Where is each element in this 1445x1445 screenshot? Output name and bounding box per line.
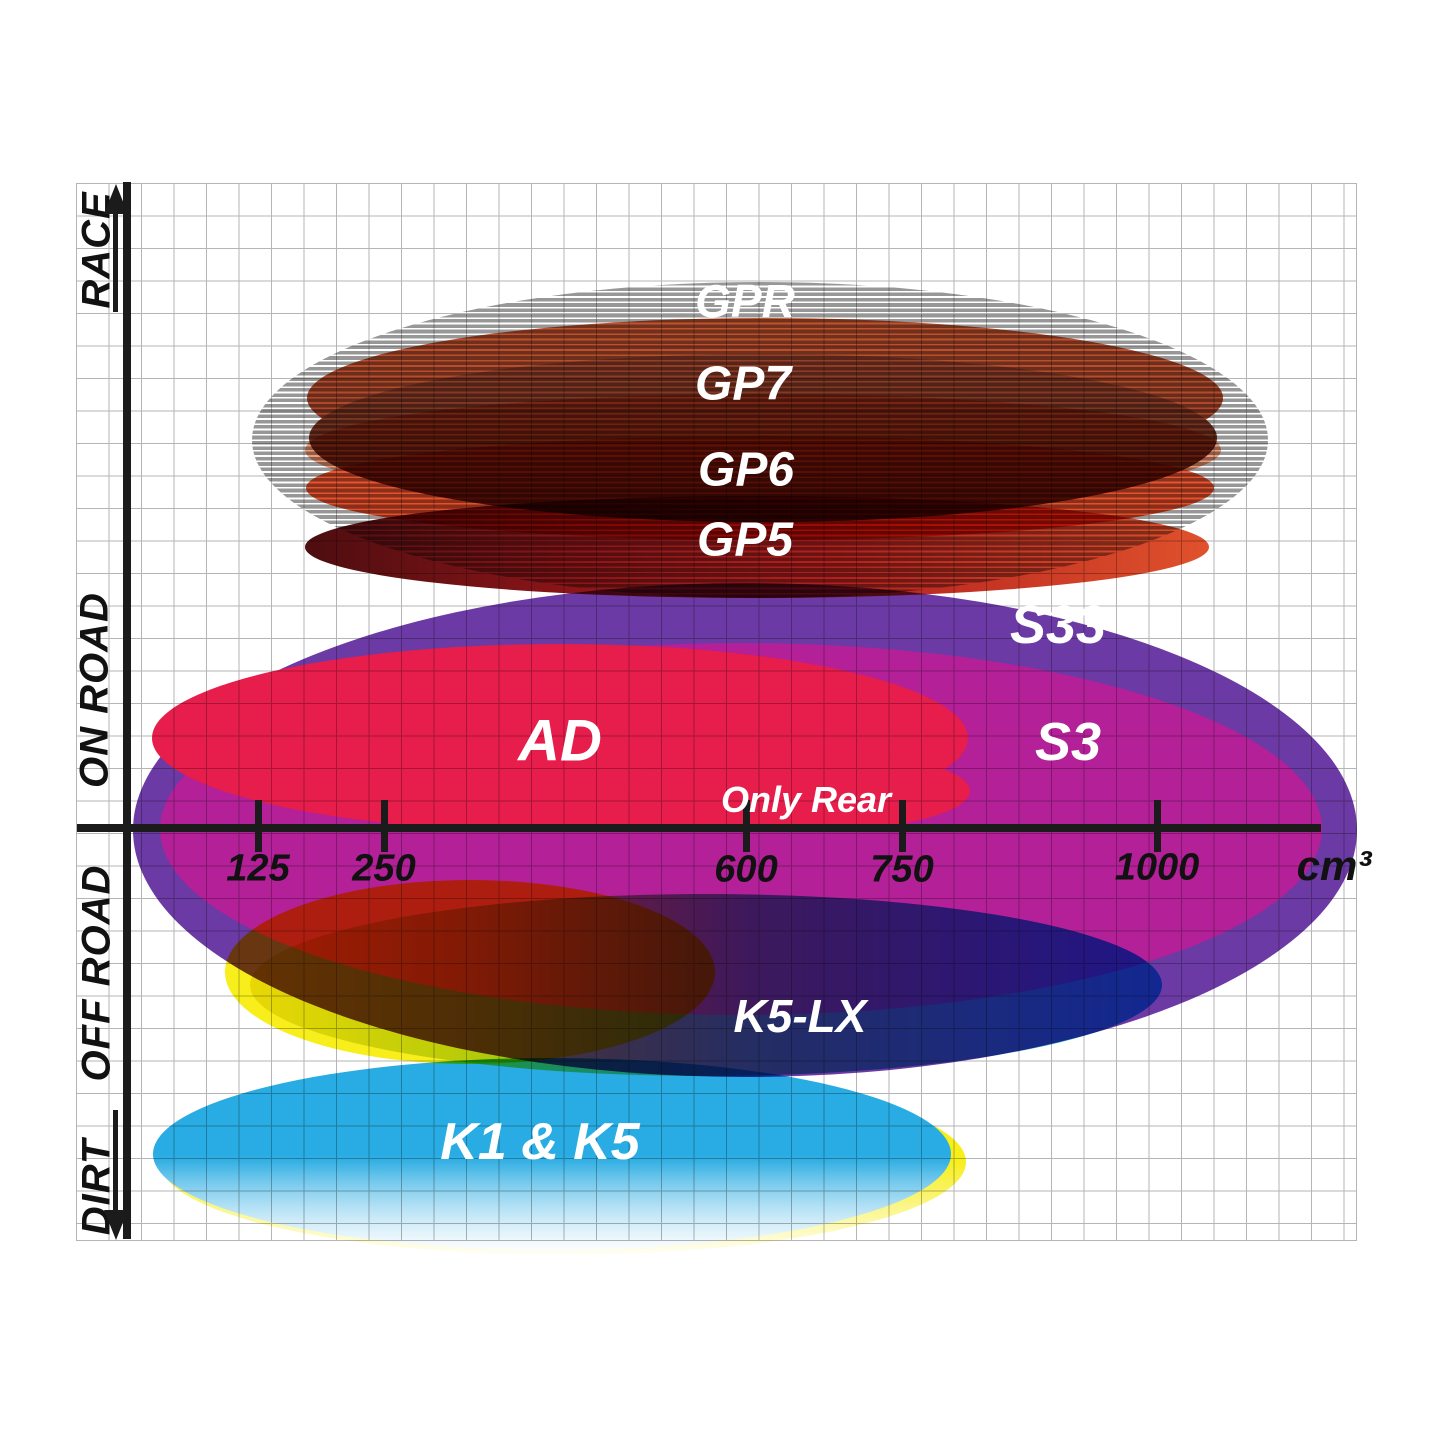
x-tick-label-125: 125 bbox=[226, 847, 290, 890]
gpr-label: GPR bbox=[695, 275, 795, 327]
gp5-region-ellipse bbox=[305, 496, 1209, 598]
x-tick-label-600: 600 bbox=[714, 848, 778, 891]
gp7-label: GP7 bbox=[694, 357, 792, 411]
x-tick-label-250: 250 bbox=[352, 847, 416, 890]
k1k5-label: K1 & K5 bbox=[440, 1113, 640, 1171]
ad-only-rear-ellipse bbox=[624, 750, 970, 832]
x-tick-label-750: 750 bbox=[870, 848, 934, 891]
x-tick-1000 bbox=[1154, 800, 1161, 852]
only-rear-label: Only Rear bbox=[720, 779, 892, 820]
x-tick-125 bbox=[255, 800, 262, 852]
x-tick-250 bbox=[381, 800, 388, 852]
s3-label: S3 bbox=[1034, 712, 1102, 772]
zone-label-on-road: ON ROAD bbox=[72, 592, 117, 788]
x-tick-600 bbox=[743, 800, 750, 852]
x-axis-unit-label: cm³ bbox=[1296, 842, 1372, 889]
dirt-direction-arrow-line bbox=[113, 1110, 118, 1214]
s33-label: S33 bbox=[1009, 595, 1107, 655]
k5lx-region-ellipse bbox=[250, 894, 1162, 1076]
zone-label-off-road: OFF ROAD bbox=[74, 864, 119, 1082]
x-tick-label-1000: 1000 bbox=[1114, 846, 1200, 889]
race-direction-arrow-line bbox=[113, 212, 118, 312]
y-axis-line bbox=[123, 182, 131, 1239]
x-axis-line bbox=[77, 824, 1321, 832]
x-tick-750 bbox=[899, 800, 906, 852]
gp5-label: GP5 bbox=[696, 513, 794, 567]
ad-label: AD bbox=[518, 708, 602, 774]
k1k5-region-ellipse bbox=[153, 1058, 951, 1250]
k5lx-label: K5-LX bbox=[733, 990, 867, 1042]
gp6-label: GP6 bbox=[697, 443, 795, 497]
arrow-down-icon bbox=[104, 1210, 128, 1240]
arrow-up-icon bbox=[104, 184, 128, 214]
